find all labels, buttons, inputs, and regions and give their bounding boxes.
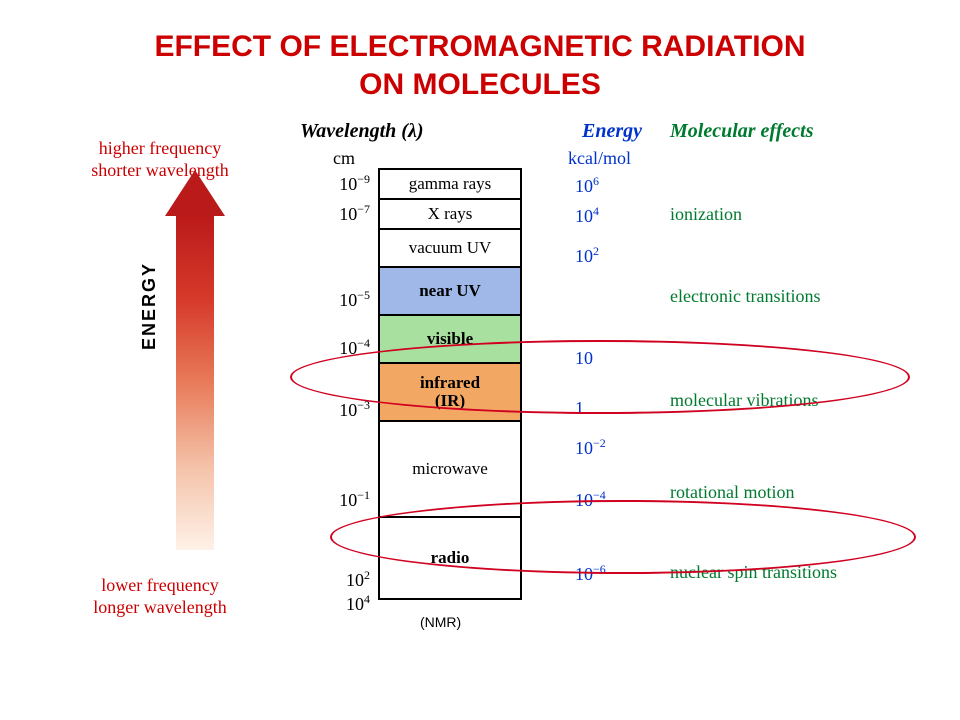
spectrum-band: infrared(IR) bbox=[380, 364, 520, 422]
page-title: EFFECT OF ELECTROMAGNETIC RADIATION ON M… bbox=[0, 0, 960, 103]
molecular-effect: nuclear spin transitions bbox=[670, 562, 837, 583]
energy-value: 102 bbox=[575, 244, 599, 267]
molecular-effect: electronic transitions bbox=[670, 286, 820, 307]
wavelength-value: 104 bbox=[300, 592, 370, 615]
wavelength-value: 102 bbox=[300, 568, 370, 591]
energy-value: 10−4 bbox=[575, 488, 606, 511]
molecular-effect: molecular vibrations bbox=[670, 390, 818, 411]
diagram-stage: higher frequency shorter wavelength ENER… bbox=[0, 120, 960, 680]
wavelength-value: 10−5 bbox=[300, 288, 370, 311]
molecular-effect: ionization bbox=[670, 204, 742, 225]
wavelength-value: 10−9 bbox=[300, 172, 370, 195]
spectrum-band: vacuum UV bbox=[380, 230, 520, 268]
header-cm: cm bbox=[333, 148, 355, 169]
wavelength-value: 10−4 bbox=[300, 336, 370, 359]
header-effects: Molecular effects bbox=[670, 120, 814, 143]
spectrum-column: gamma raysX raysvacuum UVnear UVvisiblei… bbox=[378, 168, 522, 600]
arrow-head-icon bbox=[165, 170, 225, 216]
energy-value: 104 bbox=[575, 204, 599, 227]
header-wavelength: Wavelength (λ) bbox=[300, 120, 424, 143]
arrow-body bbox=[176, 216, 214, 550]
spectrum-band: gamma rays bbox=[380, 170, 520, 200]
title-line-1: EFFECT OF ELECTROMAGNETIC RADIATION bbox=[154, 30, 805, 63]
header-energy: Energy bbox=[582, 120, 642, 143]
spectrum-band: near UV bbox=[380, 268, 520, 316]
energy-value: 106 bbox=[575, 174, 599, 197]
spectrum-band: X rays bbox=[380, 200, 520, 230]
energy-value: 10−2 bbox=[575, 436, 606, 459]
spectrum-band: visible bbox=[380, 316, 520, 364]
molecular-effect: rotational motion bbox=[670, 482, 794, 503]
spectrum-band: microwave bbox=[380, 422, 520, 518]
header-kcal: kcal/mol bbox=[568, 148, 631, 169]
nmr-label: (NMR) bbox=[420, 614, 461, 630]
spectrum-band: radio bbox=[380, 518, 520, 598]
energy-axis-label: ENERGY bbox=[139, 262, 160, 350]
top-frequency-note: higher frequency shorter wavelength bbox=[60, 138, 260, 181]
energy-value: 1 bbox=[575, 398, 584, 419]
wavelength-value: 10−1 bbox=[300, 488, 370, 511]
energy-arrow bbox=[165, 170, 225, 550]
title-line-2: ON MOLECULES bbox=[359, 68, 601, 101]
bottom-frequency-note: lower frequency longer wavelength bbox=[60, 575, 260, 618]
energy-value: 10−6 bbox=[575, 562, 606, 585]
wavelength-value: 10−7 bbox=[300, 202, 370, 225]
wavelength-value: 10−3 bbox=[300, 398, 370, 421]
energy-value: 10 bbox=[575, 348, 593, 369]
